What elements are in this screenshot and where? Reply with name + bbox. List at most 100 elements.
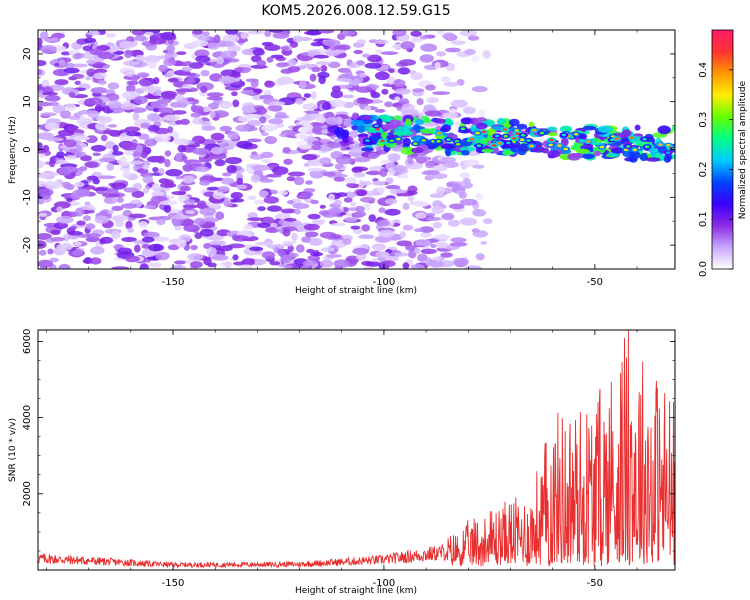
heatmap-cell bbox=[362, 53, 371, 58]
heatmap-cell bbox=[356, 125, 366, 133]
heatmap-cell bbox=[665, 151, 671, 154]
heatmap-cell bbox=[232, 99, 240, 108]
heatmap-cell bbox=[254, 241, 273, 246]
snr-y-label: SNR (10 * v/v) bbox=[8, 418, 18, 482]
heatmap-cell bbox=[293, 208, 301, 215]
heatmap-cell bbox=[282, 228, 291, 237]
heatmap-cell bbox=[482, 50, 491, 59]
heatmap-cell bbox=[44, 122, 60, 131]
heatmap-cell bbox=[313, 122, 325, 127]
heatmap-cell bbox=[352, 166, 369, 172]
heatmap-cell bbox=[38, 240, 47, 249]
heatmap-cell bbox=[374, 71, 390, 81]
heatmap-cell bbox=[296, 244, 305, 253]
heatmap-cell bbox=[471, 228, 480, 233]
heatmap-cell bbox=[243, 224, 253, 231]
heatmap-cell bbox=[356, 253, 367, 261]
heatmap-cell bbox=[70, 63, 88, 68]
heatmap-cell bbox=[436, 51, 447, 57]
heatmap-cell bbox=[167, 47, 175, 55]
heatmap-cell bbox=[116, 197, 124, 203]
heatmap-cell bbox=[319, 231, 337, 239]
heatmap-cell bbox=[375, 49, 383, 55]
heatmap-cell bbox=[261, 159, 272, 164]
heatmap-cell bbox=[190, 112, 202, 118]
heatmap-cell bbox=[50, 237, 66, 242]
heatmap-cell bbox=[50, 229, 61, 235]
heatmap-cell bbox=[212, 191, 225, 200]
heatmap-cell bbox=[49, 159, 56, 168]
heatmap-cell bbox=[158, 107, 174, 114]
heatmap-cell bbox=[59, 167, 69, 176]
y-tick-label: 0 bbox=[22, 146, 33, 152]
heatmap-cell bbox=[374, 109, 386, 113]
heatmap-cell bbox=[310, 91, 317, 100]
heatmap-cell bbox=[392, 30, 407, 37]
heatmap-cell bbox=[217, 186, 230, 193]
heatmap-cell bbox=[63, 146, 70, 152]
heatmap-cell bbox=[375, 251, 390, 258]
heatmap-cell bbox=[413, 142, 418, 145]
heatmap-cell bbox=[645, 157, 661, 162]
heatmap-cell bbox=[623, 148, 629, 152]
heatmap-cell bbox=[561, 133, 567, 137]
heatmap-cell bbox=[220, 50, 237, 59]
heatmap-cell bbox=[365, 139, 370, 142]
heatmap-cell bbox=[419, 54, 434, 63]
heatmap-cell bbox=[102, 129, 121, 135]
heatmap-cell bbox=[56, 215, 74, 224]
heatmap-cell bbox=[472, 164, 485, 169]
heatmap-cell bbox=[307, 167, 324, 172]
heatmap-cell bbox=[449, 203, 465, 210]
heatmap-cell bbox=[319, 259, 334, 268]
heatmap-cell bbox=[47, 248, 54, 255]
heatmap-cell bbox=[392, 164, 408, 173]
heatmap-cell bbox=[156, 98, 172, 104]
heatmap-cell bbox=[127, 227, 135, 233]
heatmap-cell bbox=[402, 137, 411, 147]
heatmap-cell bbox=[378, 207, 386, 214]
heatmap-cell bbox=[333, 49, 346, 54]
heatmap-cell bbox=[547, 126, 558, 131]
heatmap-cell bbox=[107, 82, 120, 90]
heatmap-cell bbox=[319, 30, 334, 34]
heatmap-cell bbox=[40, 112, 57, 117]
heatmap-cell bbox=[264, 80, 275, 88]
heatmap-cell bbox=[342, 94, 355, 99]
heatmap-cell bbox=[140, 172, 155, 178]
heatmap-cell bbox=[201, 125, 216, 131]
heatmap-cell bbox=[167, 126, 174, 133]
heatmap-cell bbox=[378, 229, 396, 238]
heatmap-cell bbox=[152, 167, 159, 173]
heatmap-cell bbox=[301, 154, 318, 161]
heatmap-cell bbox=[122, 171, 132, 179]
heatmap-cell bbox=[89, 48, 103, 55]
heatmap-cell bbox=[259, 178, 274, 183]
heatmap-cell bbox=[397, 67, 411, 75]
heatmap-cell bbox=[111, 230, 121, 240]
heatmap-cell bbox=[220, 245, 233, 252]
heatmap-cell bbox=[475, 122, 488, 130]
heatmap-cell bbox=[419, 226, 434, 233]
heatmap-cell bbox=[153, 77, 160, 85]
heatmap-cell bbox=[352, 112, 358, 121]
heatmap-cell bbox=[140, 86, 155, 92]
heatmap-cell bbox=[520, 133, 526, 137]
heatmap-cell bbox=[270, 105, 283, 112]
heatmap-cell bbox=[485, 128, 497, 136]
heatmap-cell bbox=[120, 203, 137, 209]
heatmap-cell bbox=[121, 237, 137, 242]
heatmap-cell bbox=[311, 67, 321, 73]
heatmap-cell bbox=[247, 258, 255, 264]
heatmap-cell bbox=[334, 127, 345, 136]
heatmap-cell bbox=[308, 237, 323, 246]
heatmap-cell bbox=[261, 41, 274, 47]
heatmap-cell bbox=[103, 197, 118, 205]
heatmap-cell bbox=[163, 114, 180, 122]
heatmap-cell bbox=[62, 181, 72, 189]
heatmap-cell bbox=[272, 166, 289, 175]
heatmap-cell bbox=[192, 147, 210, 155]
heatmap-cell bbox=[160, 31, 176, 41]
heatmap-cell bbox=[131, 190, 145, 198]
heatmap-cell bbox=[85, 236, 101, 243]
